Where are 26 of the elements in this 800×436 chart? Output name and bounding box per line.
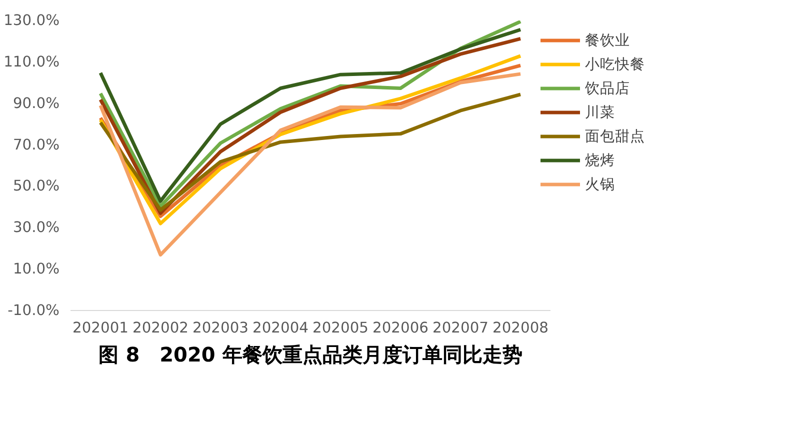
- x-tick-label: 202002: [132, 320, 188, 336]
- legend-label: 饮品店: [585, 78, 630, 98]
- y-tick-label: 30.0%: [12, 219, 60, 236]
- legend-label: 川菜: [585, 102, 615, 122]
- x-tick-label: 202004: [252, 320, 308, 336]
- x-tick-label: 202008: [492, 320, 548, 336]
- legend-label: 小吃快餐: [585, 54, 645, 74]
- legend-label: 餐饮业: [585, 30, 630, 50]
- y-tick-label: -10.0%: [8, 302, 60, 319]
- legend-label: 火锅: [585, 174, 615, 194]
- x-tick-label: 202006: [372, 320, 428, 336]
- y-tick-label: 130.0%: [4, 12, 60, 29]
- legend-label: 面包甜点: [585, 126, 645, 146]
- y-tick-label: 90.0%: [12, 94, 60, 112]
- x-tick-label: 202005: [312, 320, 368, 336]
- y-tick-label: 50.0%: [12, 178, 60, 195]
- line-series: [98, 92, 522, 212]
- y-tick-label: 10.0%: [12, 260, 60, 278]
- x-tick-label: 202003: [192, 320, 248, 336]
- y-tick-label: 110.0%: [4, 53, 60, 70]
- x-tick-label: 202007: [432, 320, 488, 336]
- text: 图 8 2020 年餐饮重点品类月度订单同比走势: [98, 342, 522, 366]
- x-tick-label: 202001: [72, 320, 128, 336]
- y-tick-label: 70.0%: [12, 136, 60, 154]
- line-series: [98, 72, 522, 257]
- legend-label: 烧烤: [585, 150, 615, 170]
